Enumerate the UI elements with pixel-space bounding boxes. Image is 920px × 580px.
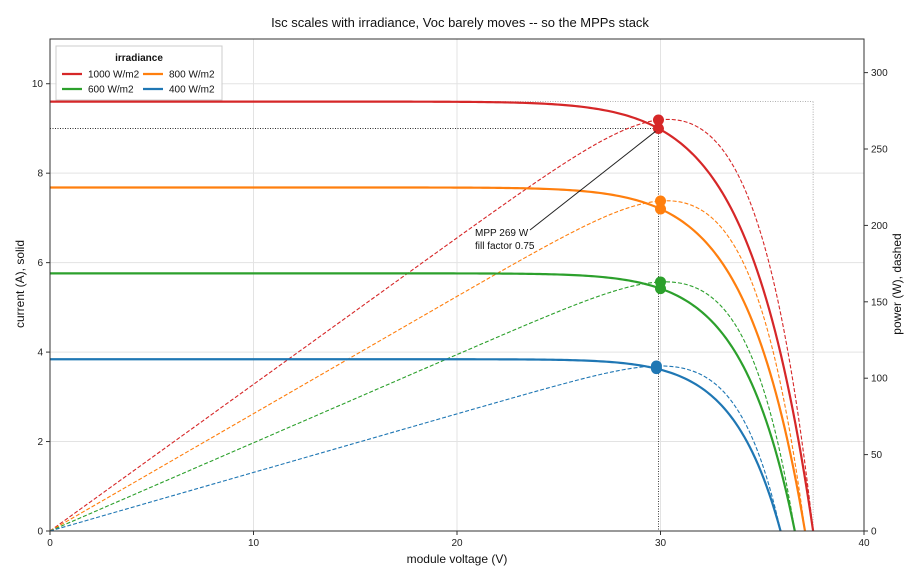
annotation-arrow [529,131,656,231]
y-left-tick-label: 0 [37,527,43,538]
legend-label-3: 400 W/m2 [169,85,215,96]
y-right-tick-label: 300 [871,68,888,79]
legend: irradiance 1000 W/m2 800 W/m2 600 W/m2 400 … [55,45,223,101]
chart-title: Isc scales with irradiance, Voc barely m… [271,15,649,30]
current-curve-0 [50,100,815,532]
x-tick-label: 40 [858,538,870,549]
mpp-annotation: MPP 269 W fill factor 0.75 [475,131,656,252]
y-left-tick-label: 10 [32,79,44,90]
grid [49,39,865,532]
x-tick-label: 0 [47,538,53,549]
x-tick-label: 10 [248,538,260,549]
x-tick-label: 30 [655,538,667,549]
power-curve-2 [49,281,796,532]
y-left-tick-label: 6 [37,258,43,269]
x-tick-label: 20 [451,538,463,549]
power-curve-3 [49,365,782,532]
mpp-current-point-0 [652,122,664,134]
legend-label-1: 800 W/m2 [169,70,215,81]
x-axis-title: module voltage (V) [407,552,508,566]
mpp-reference-lines [50,101,814,531]
power-curve-0 [49,118,814,532]
power-curve-1 [49,200,806,532]
legend-box [55,45,223,101]
y-right-tick-label: 50 [871,450,883,461]
legend-label-0: 1000 W/m2 [88,70,140,81]
current-curve-3 [50,358,782,532]
mpp-power-point-3 [650,360,662,372]
legend-title: irradiance [115,53,163,64]
y-right-tick-label: 0 [871,527,877,538]
plot-area [49,100,815,532]
y-left-tick-label: 2 [37,437,43,448]
y-right-tick-label: 100 [871,374,888,385]
mpp-power-point-0 [652,114,664,126]
legend-label-2: 600 W/m2 [88,85,134,96]
mpp-power-point-1 [655,195,666,207]
current-curve-2 [50,272,796,532]
y-right-tick-label: 150 [871,297,888,308]
annotation-line-2: fill factor 0.75 [475,241,535,252]
y-left-tick-label: 8 [37,169,43,180]
y-axis-right-title: power (W), dashed [890,233,904,334]
y-axis-left-title: current (A), solid [13,240,27,328]
mpp-power-point-2 [655,276,666,288]
mpp-current-point-1 [655,203,666,215]
current-curve-1 [50,186,807,532]
annotation-line-1: MPP 269 W [475,228,529,239]
y-right-tick-label: 200 [871,221,888,232]
y-right-tick-label: 250 [871,145,888,156]
y-left-tick-label: 4 [37,348,43,359]
